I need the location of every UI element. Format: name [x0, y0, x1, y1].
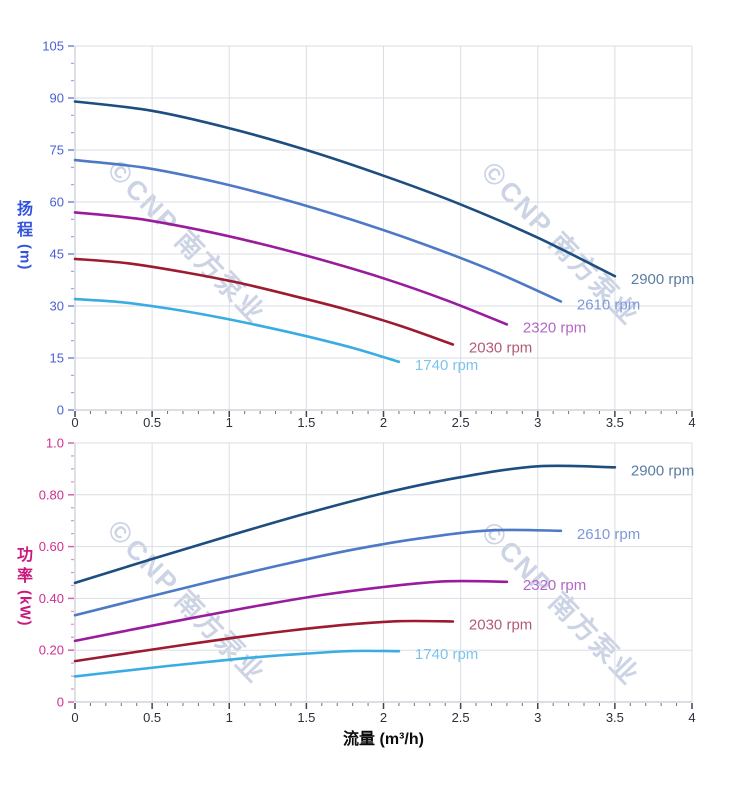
- power-axis-title-char2: 率: [16, 568, 33, 585]
- flow-axis-title: 流量 (m³/h): [343, 731, 424, 748]
- curve-label-2900-rpm: 2900 rpm: [631, 462, 694, 479]
- head-axis-unit: (m): [16, 244, 34, 271]
- x-axis-tick-label: 1: [226, 415, 233, 430]
- y-axis-tick-label: 15: [50, 351, 64, 366]
- x-axis-tick-label: 3: [534, 415, 541, 430]
- y-axis-tick-label: 75: [50, 143, 64, 158]
- curve-label-2610-rpm: 2610 rpm: [577, 296, 640, 313]
- x-axis-tick-label: 0: [71, 710, 78, 725]
- y-axis-tick-label: 30: [50, 299, 64, 314]
- curve-label-2900-rpm: 2900 rpm: [631, 271, 694, 288]
- x-axis-tick-label: 1.5: [297, 710, 315, 725]
- y-axis-tick-label: 105: [42, 39, 64, 54]
- x-axis-tick-label: 2.5: [452, 415, 470, 430]
- y-axis-tick-label: 0.80: [39, 487, 64, 502]
- curve-2320-rpm: [73, 579, 509, 643]
- x-axis-tick-label: 2: [380, 710, 387, 725]
- curve-label-2320-rpm: 2320 rpm: [523, 577, 586, 594]
- chart-power-vs-flow: 0 0.20 0.40 0.60 0.80 1.0 0 0.5 1 1.5 2 2.5 3 3.5 4 290…: [39, 436, 696, 726]
- curve-2030-rpm: [73, 619, 455, 663]
- y-axis-tick-label: 0.40: [39, 591, 64, 606]
- x-axis-tick-label: 3.5: [606, 710, 624, 725]
- head-axis-title-char1: 扬: [16, 201, 33, 218]
- x-axis-tick-label: 4: [688, 710, 695, 725]
- curve-label-2610-rpm: 2610 rpm: [577, 526, 640, 543]
- x-axis-tick-label: 0.5: [143, 710, 161, 725]
- x-axis-tick-label: 0: [71, 415, 78, 430]
- curve-label-2030-rpm: 2030 rpm: [469, 339, 532, 356]
- curve-1740-rpm: [73, 649, 401, 678]
- y-axis-tick-label: 45: [50, 247, 64, 262]
- power-axis-title-char1: 功: [16, 547, 33, 564]
- y-axis-tick-label: 0: [57, 403, 64, 418]
- curve-2320-rpm: [73, 211, 509, 326]
- power-axis-unit: (kW): [16, 590, 34, 627]
- x-axis-tick-label: 3.5: [606, 415, 624, 430]
- y-axis-tick-label: 90: [50, 91, 64, 106]
- curve-label-1740-rpm: 1740 rpm: [415, 357, 478, 374]
- x-axis-tick-label: 1.5: [297, 415, 315, 430]
- y-axis-tick-label: 0: [57, 695, 64, 710]
- curve-label-2030-rpm: 2030 rpm: [469, 616, 532, 633]
- x-axis-tick-label: 2.5: [452, 710, 470, 725]
- curve-2610-rpm: [73, 528, 563, 617]
- curve-2900-rpm: [73, 464, 617, 585]
- x-axis-tick-label: 3: [534, 710, 541, 725]
- x-axis-tick-label: 4: [688, 415, 695, 430]
- y-axis-tick-label: 0.60: [39, 539, 64, 554]
- curve-1740-rpm: [73, 297, 401, 364]
- y-axis-tick-label: 0.20: [39, 643, 64, 658]
- y-axis-tick-label: 60: [50, 195, 64, 210]
- x-axis-tick-label: 1: [226, 710, 233, 725]
- curve-label-2320-rpm: 2320 rpm: [523, 319, 586, 336]
- y-axis-tick-label: 1.0: [46, 436, 64, 451]
- head-axis-title: 扬 程 (m): [10, 199, 40, 270]
- power-axis-title: 功 率 (kW): [10, 545, 40, 627]
- curve-2900-rpm: [73, 100, 617, 278]
- chart-head-vs-flow: 0 15 30 45 60 75 90 105 0 0.5 1 1.5 2 2.5 3 3.5 4 2900 rp…: [42, 39, 695, 431]
- x-axis-tick-label: 0.5: [143, 415, 161, 430]
- curve-2610-rpm: [73, 158, 563, 303]
- curve-2030-rpm: [73, 257, 455, 346]
- head-axis-title-char2: 程: [16, 222, 33, 239]
- curve-label-1740-rpm: 1740 rpm: [415, 646, 478, 663]
- x-axis-tick-label: 2: [380, 415, 387, 430]
